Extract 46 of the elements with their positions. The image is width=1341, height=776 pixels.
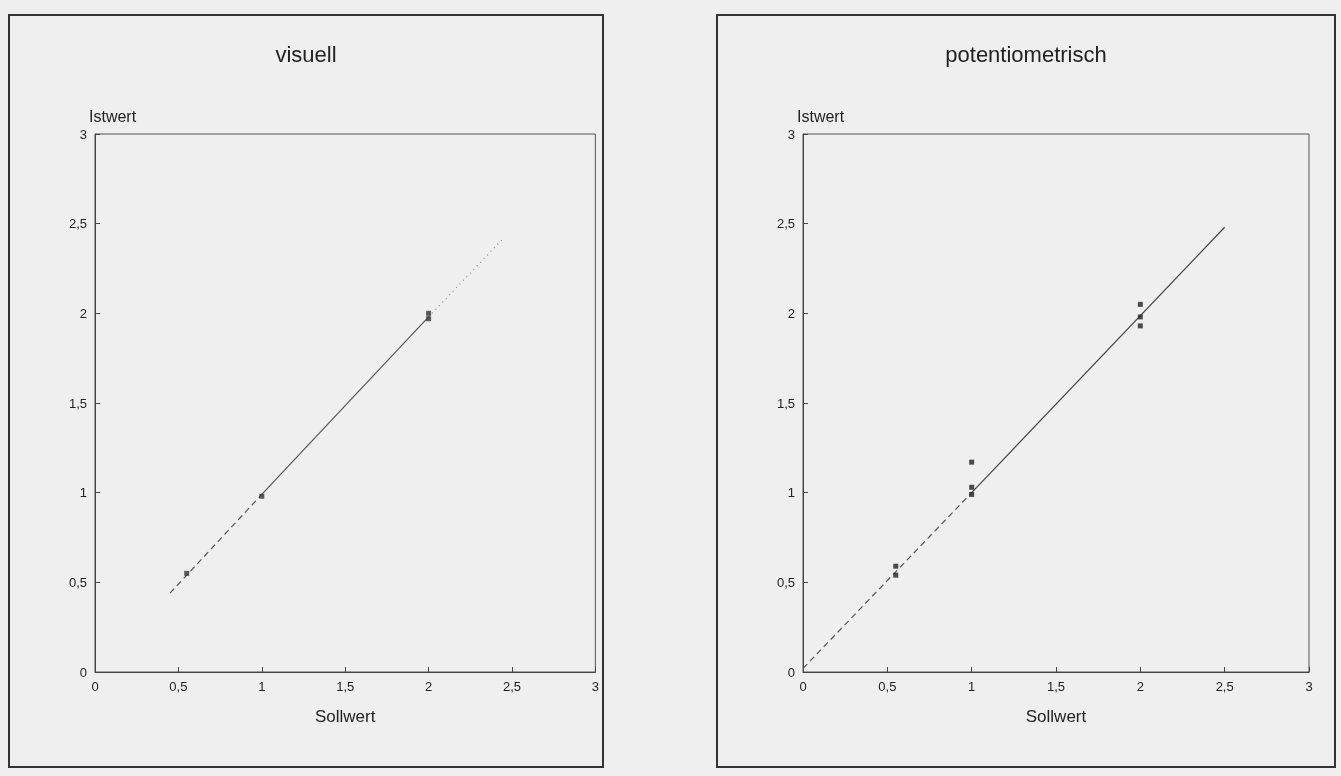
x-axis-title: Sollwert bbox=[314, 707, 376, 726]
y-tick-label: 2,5 bbox=[776, 216, 795, 232]
y-tick-label: 0,5 bbox=[68, 574, 87, 590]
y-tick-label: 1,5 bbox=[68, 395, 87, 411]
y-tick-label: 0 bbox=[79, 664, 87, 680]
y-tick-label: 0,5 bbox=[776, 574, 795, 590]
x-tick-label: 0 bbox=[799, 679, 807, 694]
y-axis-title: Istwert bbox=[797, 107, 845, 125]
y-tick-label: 1,5 bbox=[776, 395, 795, 411]
point bbox=[969, 459, 975, 465]
chart-title: visuell bbox=[275, 41, 337, 67]
x-tick-label: 2 bbox=[424, 679, 433, 694]
point bbox=[1137, 323, 1143, 329]
x-tick-label: 1,5 bbox=[336, 679, 355, 694]
y-tick-label: 0 bbox=[787, 664, 795, 680]
point bbox=[893, 572, 899, 578]
point bbox=[426, 316, 432, 322]
x-tick-label: 2,5 bbox=[502, 679, 522, 694]
y-tick-label: 2,5 bbox=[68, 216, 87, 232]
y-axis-title: Istwert bbox=[89, 107, 137, 125]
y-tick-label: 1 bbox=[787, 485, 795, 501]
x-tick-label: 2 bbox=[1136, 679, 1144, 694]
x-tick-label: 1 bbox=[968, 679, 976, 694]
point bbox=[893, 563, 899, 569]
point bbox=[259, 493, 265, 499]
point bbox=[1137, 314, 1143, 320]
x-tick-label: 0 bbox=[91, 679, 99, 694]
x-tick-label: 0,5 bbox=[878, 679, 897, 694]
point bbox=[969, 491, 975, 497]
x-tick-label: 1 bbox=[258, 679, 266, 694]
y-tick-label: 3 bbox=[787, 126, 795, 142]
point bbox=[426, 310, 432, 316]
x-tick-label: 3 bbox=[1305, 679, 1313, 694]
point bbox=[969, 484, 975, 490]
x-tick-label: 3 bbox=[591, 679, 599, 694]
point bbox=[184, 570, 190, 576]
y-tick-label: 1 bbox=[79, 485, 87, 501]
y-tick-label: 2 bbox=[787, 305, 795, 321]
x-tick-label: 0,5 bbox=[169, 679, 188, 694]
point bbox=[1137, 301, 1143, 307]
x-tick-label: 1,5 bbox=[1046, 679, 1066, 694]
y-tick-label: 3 bbox=[79, 126, 87, 142]
y-tick-label: 2 bbox=[79, 305, 87, 321]
x-axis-title: Sollwert bbox=[1025, 707, 1087, 726]
x-tick-label: 2,5 bbox=[1215, 679, 1234, 694]
chart-title: potentiometrisch bbox=[945, 41, 1107, 67]
